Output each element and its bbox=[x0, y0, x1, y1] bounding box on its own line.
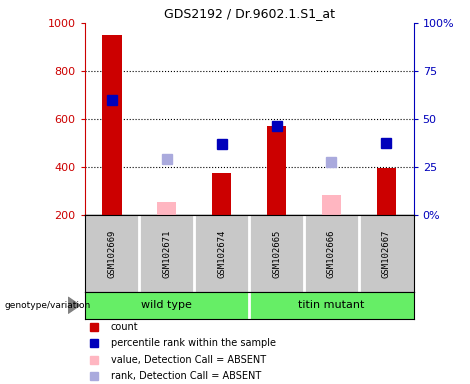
Text: titin mutant: titin mutant bbox=[298, 300, 365, 310]
Text: rank, Detection Call = ABSENT: rank, Detection Call = ABSENT bbox=[111, 371, 261, 381]
Text: GSM102674: GSM102674 bbox=[217, 229, 226, 278]
Polygon shape bbox=[68, 297, 80, 313]
Text: genotype/variation: genotype/variation bbox=[5, 301, 91, 310]
Bar bbox=[102, 35, 122, 215]
Bar bbox=[267, 126, 286, 215]
Text: GSM102665: GSM102665 bbox=[272, 229, 281, 278]
Text: count: count bbox=[111, 322, 139, 332]
Text: GSM102667: GSM102667 bbox=[382, 229, 391, 278]
Bar bbox=[212, 173, 231, 215]
Bar bbox=[376, 168, 396, 215]
Title: GDS2192 / Dr.9602.1.S1_at: GDS2192 / Dr.9602.1.S1_at bbox=[164, 7, 335, 20]
Bar bbox=[157, 202, 176, 215]
Text: GSM102666: GSM102666 bbox=[327, 229, 336, 278]
Text: GSM102669: GSM102669 bbox=[108, 229, 117, 278]
Text: percentile rank within the sample: percentile rank within the sample bbox=[111, 338, 276, 348]
Text: wild type: wild type bbox=[141, 300, 192, 310]
Text: GSM102671: GSM102671 bbox=[162, 229, 172, 278]
Bar bbox=[322, 195, 341, 215]
Text: value, Detection Call = ABSENT: value, Detection Call = ABSENT bbox=[111, 354, 266, 364]
